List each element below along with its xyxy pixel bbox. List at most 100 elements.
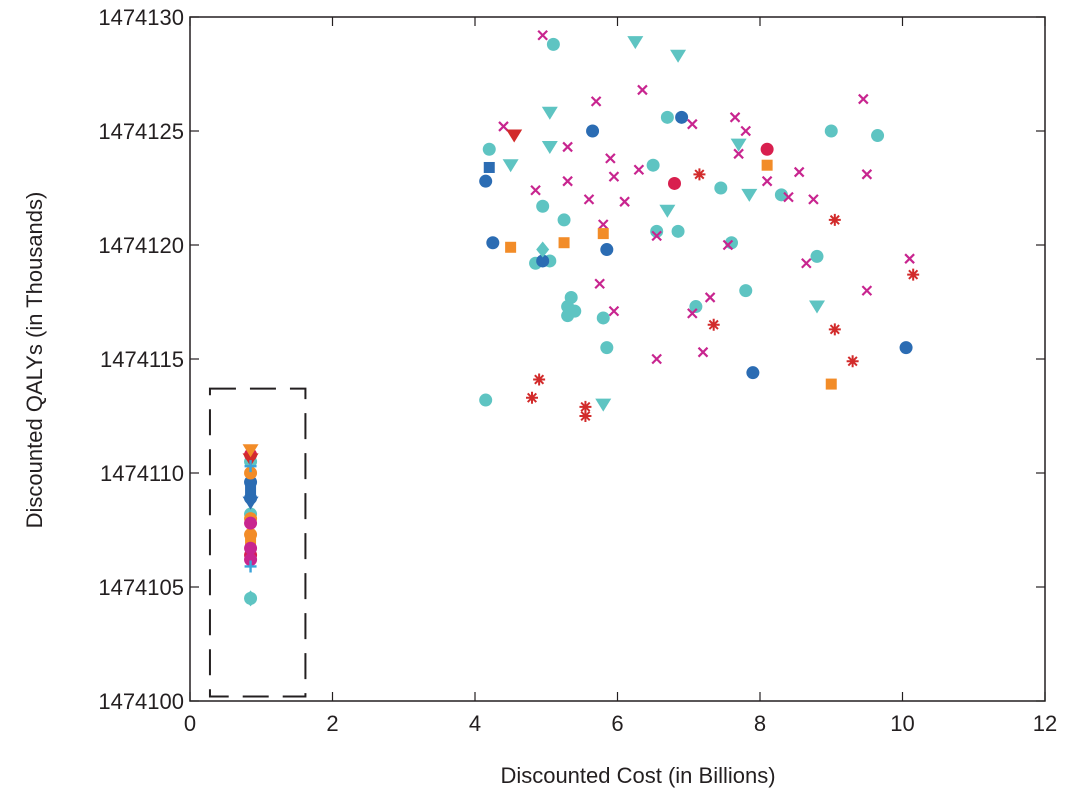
y-tick-label: 1474105 [98,575,184,600]
data-point-x [861,169,873,180]
data-point-triangle-down [502,159,519,173]
data-point-triangle-down [670,49,687,63]
data-point-circle [650,224,664,238]
data-point-triangle-down [242,444,259,458]
data-point-x [808,194,819,205]
data-point-triangle-down [627,36,644,50]
data-point-circle [244,541,258,555]
data-point-x [801,257,812,269]
data-point-x [633,164,645,176]
data-point-x [697,346,709,358]
data-point-triangle-down [506,129,523,143]
x-axis-label: Discounted Cost (in Billions) [500,763,775,788]
data-point-circle [646,158,660,172]
data-point-x [530,185,541,196]
data-point-circle [600,243,614,257]
data-point-circle [557,213,571,227]
data-point-square [483,161,495,173]
data-point-plus [244,560,257,573]
data-point-circle [536,199,550,213]
data-point-x [651,353,662,365]
data-point-x [590,96,602,107]
y-tick-label: 1474115 [100,347,184,372]
data-point-x [687,118,698,130]
data-point-x [783,191,794,203]
data-point-circle [668,176,681,190]
x-tick-label: 8 [754,711,766,736]
x-tick-label: 10 [890,711,914,736]
x-tick-label: 2 [326,711,338,736]
data-point-square [245,483,257,495]
data-point-x [498,121,509,132]
data-point-square [825,378,837,390]
data-point-diamond [244,590,258,607]
plot-frame [189,16,1046,702]
data-point-asterisk [533,373,546,386]
data-point-asterisk [828,323,841,336]
data-point-circle [479,393,493,407]
y-tick-label: 1474110 [100,461,184,486]
data-point-square [597,228,609,240]
data-point-x [562,175,573,187]
data-point-x [651,230,662,242]
data-point-x [729,112,741,123]
data-point-x [583,194,595,205]
data-point-circle [536,254,550,268]
data-point-x [793,166,805,178]
data-point-circle [671,224,685,238]
data-point-x [608,305,620,317]
data-point-asterisk [828,213,841,226]
data-point-asterisk [526,391,538,404]
x-tick-label: 6 [611,711,623,736]
data-point-x [537,29,548,41]
data-point-circle [486,236,500,250]
data-point-x [597,219,609,230]
data-point-circle [739,284,753,298]
tick-labels: 0 2 4 6 8 10 12 1474100 1474105 1474110 1474115 147… [98,5,1057,736]
data-point-circle [774,188,788,202]
data-point-circle [810,249,824,263]
data-point-circle [746,366,760,380]
data-point-triangle-down [242,453,259,467]
data-points [242,29,920,607]
data-point-circle [714,181,728,195]
data-point-circle [482,142,496,156]
highlight-box [208,387,307,698]
y-tick-label: 1474120 [98,233,184,258]
data-point-triangle-down [595,398,612,412]
y-axis-label: Discounted QALYs (in Thousands) [22,192,47,529]
data-point-circle [546,37,560,51]
x-tick-label: 4 [469,711,481,736]
data-point-asterisk [693,168,706,181]
data-point-circle [871,129,885,143]
data-point-circle [824,124,838,138]
x-tick-label: 0 [184,711,196,736]
data-point-circle [600,341,614,355]
data-point-circle [244,553,258,567]
data-point-x [687,308,698,319]
data-point-asterisk [846,355,859,368]
data-point-circle [675,110,689,124]
data-point-circle [586,124,600,138]
data-point-x [740,125,752,137]
x-tick-label: 12 [1033,711,1057,736]
data-point-square [558,237,570,249]
data-point-circle [244,516,258,530]
data-point-x [608,171,620,182]
data-point-x [904,253,915,264]
data-point-triangle-down [242,496,259,510]
data-point-x [861,285,873,296]
data-point-square [761,159,773,171]
data-point-circle [479,174,493,188]
data-point-circle [244,466,258,480]
data-point-asterisk [579,410,592,422]
data-point-triangle-down [809,300,825,314]
data-point-triangle-down [659,204,676,218]
data-point-square [245,535,257,547]
data-point-circle [689,300,703,314]
data-point-circle [760,142,774,156]
data-point-x [733,148,744,160]
data-point-triangle-down [741,188,758,202]
data-point-x [722,239,734,251]
data-point-asterisk [907,268,920,281]
